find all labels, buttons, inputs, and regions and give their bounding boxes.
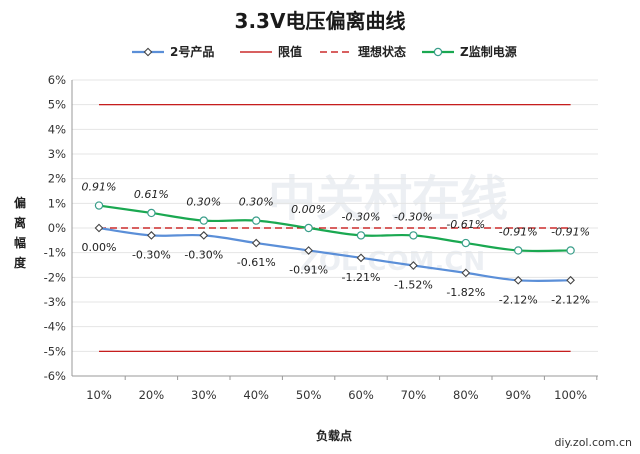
x-tick-label: 60% — [348, 388, 374, 402]
product-2-data-label: -0.30% — [132, 248, 171, 261]
y-tick-label: 5% — [48, 98, 66, 112]
product-2-data-label: -0.91% — [289, 263, 328, 276]
z-supply-point — [147, 208, 156, 218]
legend-item: Z监制电源 — [422, 44, 517, 59]
z-supply-data-label: -0.30% — [394, 210, 433, 223]
y-tick-label: -3% — [44, 295, 66, 309]
product-2-point — [199, 231, 209, 240]
y-tick-label: -2% — [44, 270, 66, 284]
product-2-point — [461, 268, 471, 278]
y-axis-label: 偏离幅度 — [14, 195, 27, 270]
x-tick-label: 70% — [401, 388, 427, 402]
product-2-data-label: -2.12% — [551, 293, 590, 306]
watermark-main: 中关村在线 — [268, 171, 508, 227]
z-supply-point — [252, 216, 261, 225]
z-supply-data-label: -0.91% — [551, 225, 590, 238]
product-2-point — [251, 238, 261, 248]
product-2-point — [409, 261, 418, 270]
x-tick-label: 50% — [296, 388, 322, 402]
x-tick-label: 100% — [554, 388, 587, 402]
data-labels: 0.91% 0.61% 0.30% 0.30% 0.00% -0.30% -0.30% -0.… — [82, 181, 591, 307]
x-tick-label: 80% — [453, 388, 479, 402]
legend-item: 2号产品 — [132, 44, 214, 59]
y-tick-label: -5% — [44, 344, 66, 358]
z-supply-point — [566, 246, 575, 255]
product-2-data-label: 0.00% — [82, 241, 117, 254]
series-layer — [94, 104, 575, 352]
legend-item: 限值 — [240, 44, 302, 59]
x-axis-label: 负载点 — [316, 428, 352, 443]
y-tick-label: -6% — [44, 369, 66, 383]
legend-label: Z监制电源 — [460, 44, 517, 59]
legend-label: 限值 — [278, 44, 302, 59]
y-tick-label: 0% — [48, 221, 66, 235]
z-supply-point — [304, 223, 313, 233]
x-tick-label: 20% — [139, 388, 165, 402]
z-supply-data-label: 0.91% — [82, 181, 117, 194]
legend-item: 理想状态 — [320, 44, 406, 59]
z-supply-data-label: 0.30% — [186, 196, 221, 209]
y-tick-label: -1% — [44, 246, 66, 260]
product-2-data-label: -1.52% — [394, 278, 433, 291]
z-supply-data-label: 0.30% — [239, 196, 274, 209]
product-2-point — [304, 246, 313, 255]
chart-title: 3.3V电压偏离曲线 — [235, 9, 406, 33]
z-supply-point — [356, 231, 366, 240]
y-tick-label: 1% — [48, 196, 66, 210]
footer-credit: diy.zol.com.cn — [554, 436, 632, 449]
legend-label: 2号产品 — [170, 44, 214, 59]
y-tick-label: 3% — [48, 147, 66, 161]
legend: 2号产品 限值 理想状态 Z监制电源 — [132, 44, 517, 59]
z-supply-data-label: -0.61% — [446, 218, 485, 231]
z-supply-point — [199, 216, 208, 225]
product-2-data-label: -0.30% — [184, 248, 223, 261]
product-2-data-label: -2.12% — [499, 293, 538, 306]
z-supply-data-label: 0.61% — [134, 188, 169, 201]
series-line-z-supply — [98, 204, 571, 253]
y-tick-label: 2% — [48, 172, 66, 186]
product-2-point — [94, 223, 104, 233]
product-2-point — [147, 231, 156, 240]
z-supply-point — [409, 231, 418, 240]
z-supply-point — [514, 246, 523, 255]
x-tick-label: 40% — [243, 388, 269, 402]
x-tick-label: 30% — [191, 388, 217, 402]
product-2-point — [566, 275, 575, 285]
legend-marker — [433, 47, 443, 57]
z-supply-data-label: -0.30% — [342, 210, 381, 223]
x-tick-label: 10% — [86, 388, 112, 402]
x-axis: 10% 20% 30% 40% 50% 60% 70% 80% 90% 100% — [86, 376, 598, 402]
product-2-data-label: -1.21% — [342, 271, 381, 284]
y-tick-label: 4% — [48, 122, 66, 136]
y-axis: -6% -5% -4% -3% -2% -1% 0% 1% 2% 3% 4% 5% 6% — [44, 73, 66, 383]
legend-label: 理想状态 — [358, 44, 406, 59]
product-2-data-label: -1.82% — [446, 286, 485, 299]
legend-marker — [143, 47, 153, 57]
product-2-data-label: -0.61% — [237, 256, 276, 269]
product-2-point — [513, 275, 523, 285]
product-2-point — [356, 253, 366, 263]
x-tick-label: 90% — [505, 388, 531, 402]
z-supply-point — [461, 238, 470, 248]
y-tick-label: -4% — [44, 320, 66, 334]
z-supply-data-label: -0.91% — [499, 225, 538, 238]
z-supply-point — [94, 201, 104, 210]
y-tick-label: 6% — [48, 73, 66, 87]
series-line-product-2 — [98, 226, 571, 282]
z-supply-data-label: 0.00% — [291, 203, 326, 216]
